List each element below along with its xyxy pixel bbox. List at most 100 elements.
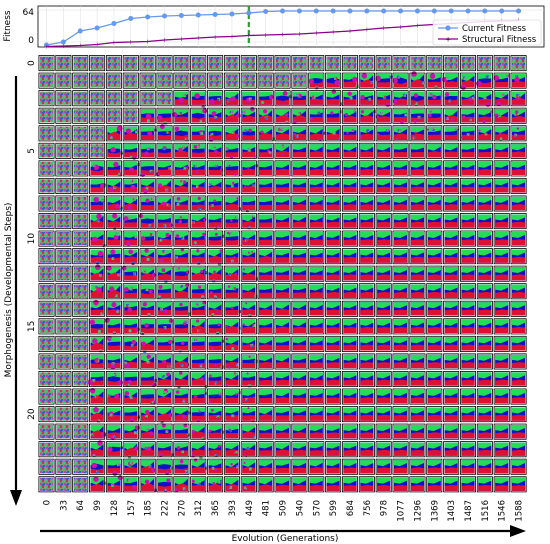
morphology-cell (190, 125, 207, 142)
morphology-cell (122, 142, 139, 160)
morphology-cell (426, 423, 443, 440)
morphology-cell (476, 300, 493, 317)
morphology-cell (105, 90, 122, 107)
morphology-cell (493, 195, 510, 212)
morphology-cell (476, 125, 493, 142)
morphology-cell (476, 248, 493, 265)
morphology-cell (156, 353, 173, 370)
morphology-cell (358, 213, 375, 230)
morphology-cell (156, 370, 173, 387)
morphology-cell (476, 55, 493, 72)
morphology-cell (358, 72, 375, 89)
morphology-cell (392, 353, 409, 370)
generation-tick-label: 312 (194, 500, 204, 516)
morphology-cell (105, 72, 122, 89)
morphology-cell (223, 476, 240, 493)
morphology-cell (325, 300, 342, 317)
morphology-cell (510, 72, 527, 89)
morphology-cell (358, 388, 375, 405)
morphology-cell (89, 90, 106, 107)
morphology-cell (122, 335, 139, 352)
morphology-cell (493, 248, 510, 265)
morphology-cell (223, 353, 240, 370)
morphology-cell (207, 476, 224, 493)
generation-tick-label: 365 (211, 500, 221, 516)
morphology-cell (493, 476, 510, 493)
morphology-cell (72, 423, 89, 440)
morphology-cell (443, 125, 460, 142)
morphology-cell (510, 230, 527, 247)
morphology-cell (358, 423, 375, 440)
morphology-cell (291, 90, 308, 107)
current-fitness-point (448, 8, 454, 14)
morphology-cell (156, 441, 174, 458)
morphology-cell (358, 441, 375, 458)
morphology-cell (240, 265, 259, 282)
morphology-cell (139, 406, 156, 423)
morphology-cell (139, 370, 158, 387)
morphology-cell (341, 125, 358, 142)
morphology-cell (223, 107, 241, 124)
morphology-cell (325, 107, 342, 124)
morphology-cell (443, 335, 460, 352)
morphology-cell (426, 300, 443, 317)
morphology-cell (325, 177, 342, 194)
morphology-cell (72, 353, 89, 370)
morphology-cell (291, 441, 308, 458)
morphology-cell (493, 55, 510, 72)
morphology-cell (156, 335, 174, 352)
morphology-cell (392, 230, 409, 247)
morphology-cell (122, 370, 139, 387)
structural-fitness-point: + (314, 30, 319, 37)
morphology-cell (240, 353, 258, 370)
morphology-cell (139, 72, 156, 89)
morphology-cell (89, 423, 107, 440)
morphology-cell (476, 90, 493, 107)
morphology-cell (308, 406, 325, 423)
morphology-cell (442, 72, 460, 89)
morphology-cell (190, 388, 207, 405)
morphology-cell (308, 370, 325, 387)
morphology-cell (155, 160, 173, 177)
morphology-cell (156, 406, 173, 424)
morphology-cell (173, 458, 190, 475)
morphology-cell (38, 388, 55, 405)
morphology-cell (173, 423, 190, 440)
morphology-cell (341, 248, 358, 265)
morphology-cell (358, 90, 375, 107)
morphology-cell (139, 283, 156, 300)
morphology-cell (426, 441, 443, 458)
morphology-cell (72, 283, 89, 300)
morphology-cell (291, 195, 308, 212)
generation-tick-label: 393 (228, 500, 238, 516)
morphology-cell (105, 423, 122, 441)
structural-fitness-point: + (263, 32, 268, 39)
morphology-cell (72, 107, 89, 124)
morphology-cell (392, 476, 409, 493)
morphology-cell (156, 72, 173, 89)
morphology-cell (240, 335, 257, 352)
morphology-cell (72, 125, 89, 142)
morphology-cell (476, 476, 493, 493)
generation-tick-label: 0 (43, 500, 53, 505)
morphology-cell (72, 230, 89, 247)
morphology-cell (274, 476, 291, 493)
morphology-cell (274, 195, 291, 212)
morphology-cell (190, 265, 208, 282)
morphology-cell (274, 458, 291, 475)
morphology-cell (207, 160, 224, 177)
morphology-cell (55, 160, 72, 177)
morphology-cell (274, 370, 291, 387)
morphology-cell (459, 283, 476, 300)
morphology-cell (207, 458, 224, 475)
morphology-cell (72, 213, 89, 230)
morphology-cell (190, 300, 207, 317)
morphology-cell (459, 72, 476, 90)
morphology-cell (223, 388, 241, 405)
morphology-cell (375, 160, 392, 177)
current-fitness-point (229, 11, 235, 17)
morphology-cell (459, 353, 476, 370)
morphology-cell (257, 458, 274, 475)
generation-tick-label: 1516 (481, 500, 491, 522)
morphology-cell (274, 248, 291, 265)
